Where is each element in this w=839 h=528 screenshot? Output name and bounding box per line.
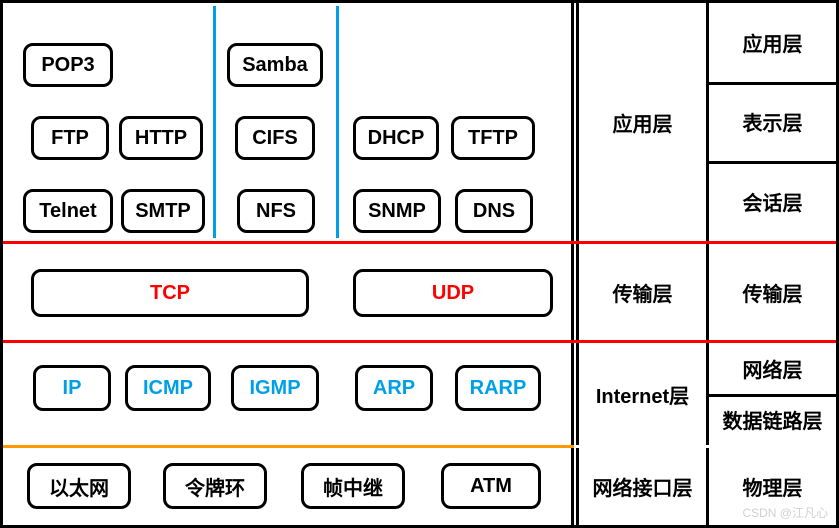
protocol-http: HTTP — [119, 116, 203, 160]
osi-sub-divider — [706, 394, 836, 397]
protocol-telnet: Telnet — [23, 189, 113, 233]
network-layers-diagram: POP3 Samba FTPHTTP CIFS DHCP TFTP TelnetSMTP NF… — [0, 0, 839, 528]
osi-sub-divider — [706, 82, 836, 85]
osi-layer-会话层: 会话层 — [706, 161, 836, 241]
protocol-tcp: TCP — [31, 269, 309, 317]
protocol-snmp: SNMP — [353, 189, 441, 233]
protocol-帧中继: 帧中继 — [301, 463, 405, 509]
protocol-udp: UDP — [353, 269, 553, 317]
protocol-cifs: CIFS — [235, 116, 315, 160]
protocol-令牌环: 令牌环 — [163, 463, 267, 509]
tcpip-layer-Internet层: Internet层 — [576, 343, 706, 445]
protocol-ftp: FTP — [31, 116, 109, 160]
protocol-dns: DNS — [455, 189, 533, 233]
protocol-以太网: 以太网 — [27, 463, 131, 509]
osi-layer-网络层: 网络层 — [706, 343, 836, 394]
protocol-rarp: RARP — [455, 365, 541, 411]
tcpip-layer-应用层: 应用层 — [576, 3, 706, 241]
protocol-tftp: TFTP — [451, 116, 535, 160]
protocol-nfs: NFS — [237, 189, 315, 233]
protocol-samba: Samba — [227, 43, 323, 87]
protocol-arp: ARP — [355, 365, 433, 411]
protocol-icmp: ICMP — [125, 365, 211, 411]
protocol-smtp: SMTP — [121, 189, 205, 233]
osi-sub-divider — [706, 161, 836, 164]
tcpip-layer-传输层: 传输层 — [576, 244, 706, 340]
column-divider — [213, 6, 216, 238]
osi-layer-物理层: 物理层 — [706, 448, 836, 525]
osi-layer-表示层: 表示层 — [706, 82, 836, 161]
layer-divider — [3, 445, 574, 448]
tcpip-layer-网络接口层: 网络接口层 — [576, 448, 706, 525]
column-divider — [336, 6, 339, 238]
protocol-ip: IP — [33, 365, 111, 411]
protocol-dhcp: DHCP — [353, 116, 439, 160]
protocol-igmp: IGMP — [231, 365, 319, 411]
osi-layer-数据链路层: 数据链路层 — [706, 394, 836, 445]
protocol-atm: ATM — [441, 463, 541, 509]
osi-layer-应用层: 应用层 — [706, 3, 836, 82]
protocol-pop3: POP3 — [23, 43, 113, 87]
osi-layer-传输层: 传输层 — [706, 244, 836, 340]
